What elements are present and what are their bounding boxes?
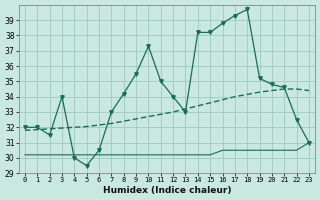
X-axis label: Humidex (Indice chaleur): Humidex (Indice chaleur) [103, 186, 231, 195]
